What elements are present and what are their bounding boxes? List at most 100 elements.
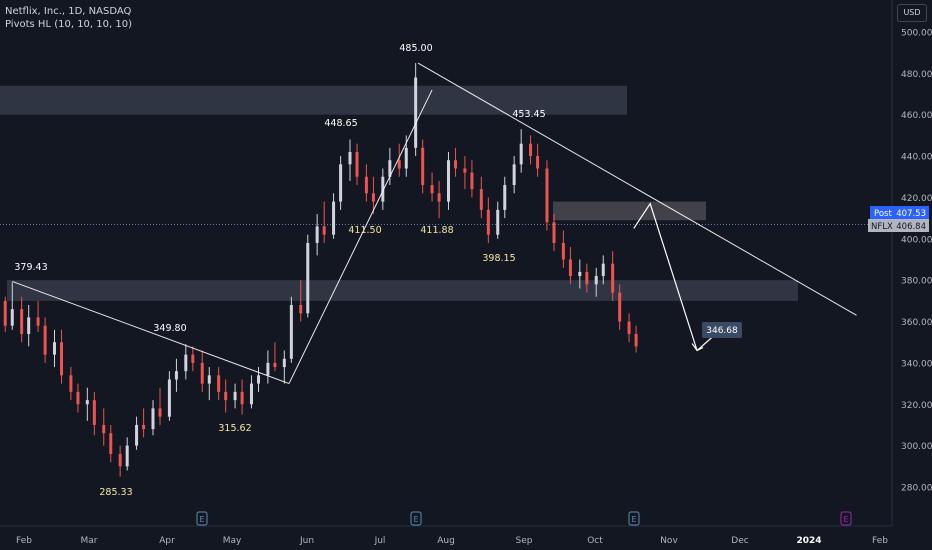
candle-body: [446, 160, 450, 202]
currency-button[interactable]: USD: [897, 4, 927, 22]
time-tick-label: Mar: [81, 536, 98, 546]
ticker-price-name: NFLX: [871, 222, 893, 232]
candle-body: [60, 342, 64, 376]
candle-body: [634, 333, 638, 347]
candle-body: [36, 317, 40, 326]
candle-body: [257, 375, 261, 384]
earnings-marker: E: [196, 511, 208, 526]
candle-body: [306, 242, 310, 314]
candle-body: [437, 193, 441, 202]
candle-body: [561, 242, 565, 260]
pivot-label-high: 453.45: [512, 109, 545, 120]
candle-body: [364, 176, 368, 194]
time-tick-label: Apr: [159, 536, 175, 546]
time-tick-label: 2024: [796, 536, 821, 546]
target-label-text: 346.68: [706, 326, 738, 336]
candle-body: [421, 147, 425, 186]
pivot-label-low: 285.33: [99, 487, 132, 498]
price-tick-label: 380.00: [901, 277, 932, 287]
candle-body: [167, 379, 171, 417]
earnings-marker-box: [410, 511, 422, 526]
earnings-marker-box: [196, 511, 208, 526]
projection-arrowhead: [691, 343, 704, 352]
candle-body: [118, 453, 122, 467]
price-tick-label: 420.00: [901, 194, 932, 204]
candle-body: [43, 325, 47, 355]
ticker-price-value: 406.84: [896, 222, 926, 232]
time-tick-label: Feb: [16, 536, 32, 546]
projection-path: [633, 202, 698, 351]
indicator-title[interactable]: Pivots HL (10, 10, 10, 10): [5, 19, 132, 30]
supply-demand-zone: [553, 201, 706, 221]
candle-body: [322, 226, 326, 235]
candle-body: [273, 362, 277, 368]
pivot-label-high: 379.43: [14, 262, 47, 273]
candle-body: [627, 321, 631, 334]
earnings-marker: E: [628, 511, 640, 526]
earnings-marker-box: [840, 511, 852, 526]
supply-demand-zone: [0, 85, 627, 115]
earnings-marker: E: [410, 511, 422, 526]
time-tick-label: Feb: [872, 536, 888, 546]
candle-body: [200, 362, 204, 384]
time-tick-label: Aug: [437, 536, 455, 546]
candle-body: [585, 271, 589, 285]
time-tick-label: Nov: [660, 536, 678, 546]
trend-line: [288, 89, 433, 384]
price-axis-background: [892, 0, 932, 550]
candle-body: [151, 408, 155, 430]
price-tick-label: 300.00: [901, 442, 932, 452]
price-tick-label: 500.00: [901, 29, 932, 39]
candle-body: [249, 383, 253, 405]
candles: [3, 63, 638, 477]
time-tick-label: Dec: [731, 536, 748, 546]
candle-body: [191, 354, 195, 363]
candle-body: [486, 209, 490, 235]
candle-body: [618, 292, 622, 322]
candle-body: [430, 185, 434, 194]
candle-body: [135, 424, 139, 446]
earnings-marker-text: E: [631, 515, 636, 524]
candle-body: [397, 160, 401, 169]
candle-body: [512, 164, 516, 186]
earnings-marker-text: E: [199, 515, 204, 524]
post-price-label: Post 407.53: [870, 206, 929, 219]
time-tick-label: Oct: [587, 536, 603, 546]
candle-body: [125, 445, 129, 467]
candle-body: [10, 309, 14, 326]
candle-body: [109, 433, 113, 454]
candle-body: [496, 209, 500, 235]
candle-body: [388, 160, 392, 177]
candle-body: [463, 168, 467, 173]
candle-body: [470, 172, 474, 190]
candle-body: [158, 408, 162, 417]
candle-body: [552, 222, 556, 243]
candle-body: [536, 156, 540, 169]
candle-body: [568, 259, 572, 277]
price-tick-label: 460.00: [901, 111, 932, 121]
candle-body: [479, 189, 483, 210]
candle-body: [611, 263, 615, 293]
candle-body: [381, 176, 385, 202]
candle-body: [266, 362, 270, 376]
price-tick-label: 320.00: [901, 401, 932, 411]
candle-body: [233, 391, 237, 401]
pivot-label-low: 411.50: [348, 225, 381, 236]
candle-body: [174, 371, 178, 380]
post-price-box: [870, 206, 929, 219]
time-tick-label: May: [223, 536, 242, 546]
candle-body: [184, 354, 188, 372]
candle-body: [69, 375, 73, 392]
trend-line: [417, 62, 857, 316]
earnings-marker-text: E: [413, 515, 418, 524]
price-tick-label: 340.00: [901, 359, 932, 369]
candle-body: [102, 424, 106, 434]
candle-body: [85, 400, 89, 405]
target-label-box: [702, 322, 742, 338]
candle-body: [519, 143, 523, 165]
candle-body: [20, 309, 24, 334]
candle-body: [299, 305, 303, 314]
candle-body: [414, 77, 418, 148]
